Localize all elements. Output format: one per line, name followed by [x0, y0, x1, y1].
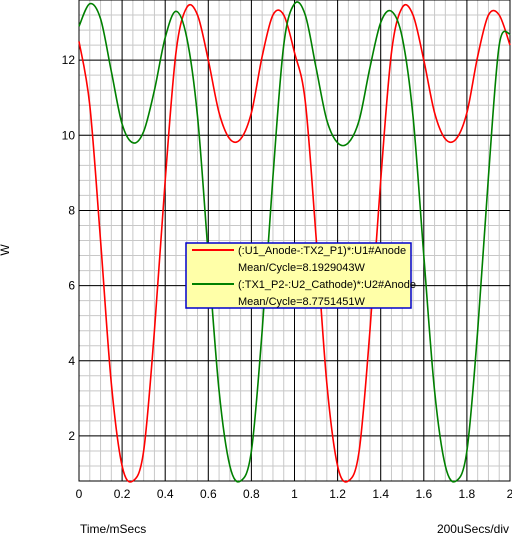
y-tick-label: 12 [62, 53, 76, 67]
y-axis-label: W [0, 244, 12, 256]
plot-series [78, 1, 511, 483]
legend-series-1-stat: Mean/Cycle=8.1929043W [238, 262, 365, 274]
series-line-2 [78, 1, 511, 483]
y-tick-label: 6 [68, 279, 75, 293]
x-tick-label: 1.8 [459, 487, 476, 501]
legend-series-1-name: (:U1_Anode-:TX2_P1)*:U1#Anode [238, 245, 406, 257]
legend-series-2-stat: Mean/Cycle=8.7751451W [238, 296, 365, 308]
x-tick-label: 0.4 [157, 487, 174, 501]
x-tick-label: 0.2 [114, 487, 131, 501]
x-tick-label: 1.2 [329, 487, 346, 501]
y-tick-label: 4 [68, 354, 75, 368]
legend-box [185, 242, 412, 309]
legend: (:U1_Anode-:TX2_P1)*:U1#Anode Mean/Cycle… [185, 242, 416, 309]
x-tick-label: 0 [76, 487, 83, 501]
x-tick-label: 1.6 [415, 487, 432, 501]
tick-labels: 0 0.2 0.4 0.6 0.8 1 1.2 1.4 1.6 1.8 2 2 4 6 8 10 12 [62, 53, 512, 501]
x-tick-label: 0.8 [243, 487, 260, 501]
x-axis-label: Time/mSecs [80, 522, 146, 536]
x-tick-label: 2 [507, 487, 512, 501]
legend-series-2-name: (:TX1_P2-:U2_Cathode)*:U2#Anode [238, 279, 416, 291]
y-tick-label: 8 [68, 203, 75, 217]
x-scale-note: 200uSecs/div [437, 522, 509, 536]
grid [78, 0, 511, 482]
series-line-1 [78, 4, 511, 483]
x-tick-label: 1.4 [372, 487, 389, 501]
y-tick-label: 2 [68, 429, 75, 443]
y-tick-label: 10 [62, 128, 76, 142]
x-tick-label: 0.6 [200, 487, 217, 501]
plot-frame [78, 0, 511, 482]
x-tick-label: 1 [291, 487, 298, 501]
